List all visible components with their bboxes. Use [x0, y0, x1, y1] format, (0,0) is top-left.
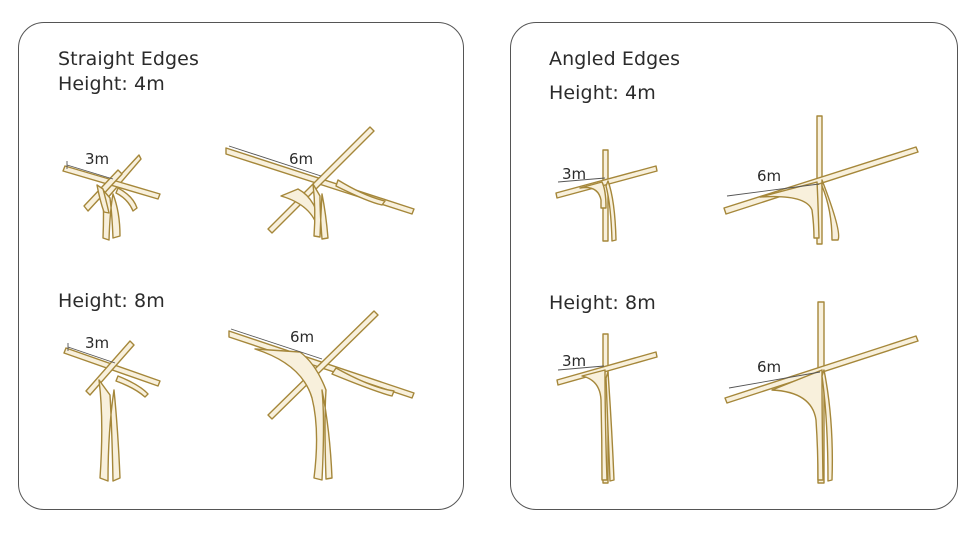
angled-h4-6m-label: 6m: [757, 167, 781, 185]
straight-h8-3m-structure: [63, 340, 161, 482]
straight-h8-6m-structure: [228, 310, 415, 481]
straight-h8-6m-label: 6m: [290, 328, 314, 346]
angled-h8-3m-label: 3m: [562, 352, 586, 370]
straight-h4-3m-structure: [62, 154, 161, 241]
angled-h4-3m-structure: [555, 149, 658, 242]
angled-h4-6m-structure: [723, 115, 919, 245]
angled-height-4m-label: Height: 4m: [549, 82, 656, 104]
angled-h4-3m-label: 3m: [562, 165, 586, 183]
straight-h4-6m-structure: [225, 126, 415, 240]
straight-height-4m-label: Height: 4m: [58, 73, 165, 95]
angled-edges-title: Angled Edges: [549, 48, 681, 70]
straight-edges-title: Straight Edges: [58, 48, 199, 70]
straight-h4-6m-label: 6m: [289, 150, 313, 168]
angled-h8-6m-structure: [724, 301, 919, 484]
straight-edges-panel: [18, 22, 464, 510]
straight-height-8m-label: Height: 8m: [58, 290, 165, 312]
angled-height-8m-label: Height: 8m: [549, 292, 656, 314]
angled-h8-3m-structure: [556, 333, 658, 484]
angled-h8-6m-label: 6m: [757, 358, 781, 376]
straight-h4-3m-label: 3m: [85, 150, 109, 168]
angled-edges-panel: [510, 22, 958, 510]
straight-h8-3m-label: 3m: [85, 334, 109, 352]
